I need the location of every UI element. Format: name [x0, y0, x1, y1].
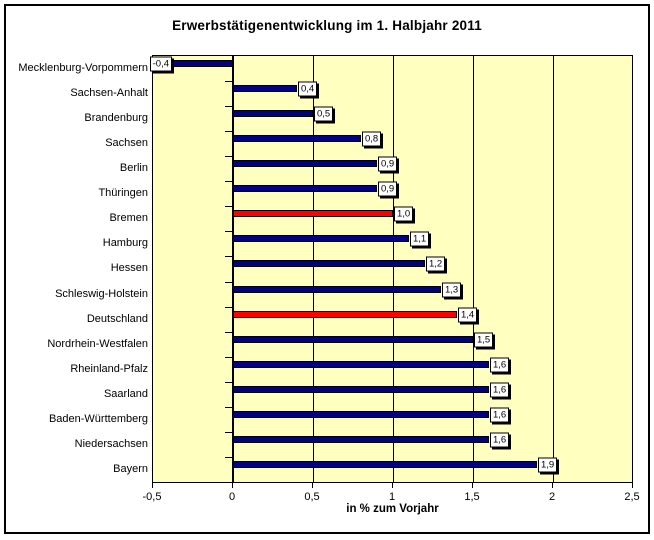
category-tick	[225, 306, 233, 308]
chart-border	[4, 4, 650, 534]
bar-Rheinland-Pfalz	[233, 360, 489, 368]
x-tick-label: 1,5	[464, 491, 480, 503]
category-label: Bremen	[109, 212, 148, 225]
data-label: -0,4	[149, 56, 172, 72]
category-label: Brandenburg	[84, 112, 148, 125]
category-tick	[225, 231, 233, 233]
category-label: Thüringen	[98, 187, 148, 200]
gridline	[472, 56, 474, 482]
bar-Mecklenburg-Vorpommern	[169, 60, 233, 67]
bar-Hessen	[233, 260, 425, 268]
data-label: 1,2	[426, 256, 446, 272]
category-tick	[225, 106, 233, 108]
category-label: Hessen	[110, 262, 148, 275]
data-label: 0,4	[298, 81, 318, 97]
category-tick	[225, 356, 233, 358]
category-label: Rheinland-Pfalz	[70, 362, 148, 375]
data-label: 1,3	[442, 282, 462, 298]
category-tick	[225, 81, 233, 83]
category-tick	[225, 206, 233, 208]
category-label: Baden-Württemberg	[48, 412, 148, 425]
data-label: 1,5	[474, 332, 494, 348]
data-label: 1,0	[394, 206, 414, 222]
gridline	[312, 56, 314, 482]
bar-Thüringen	[233, 185, 377, 193]
x-tick	[312, 482, 313, 488]
category-tick	[225, 131, 233, 133]
data-label: 1,6	[490, 357, 510, 373]
x-tick-label: 2	[548, 491, 556, 503]
x-tick-label: 0,5	[304, 491, 320, 503]
gridline	[552, 56, 554, 482]
chart-title: Erwerbstätigenentwicklung im 1. Halbjahr…	[172, 18, 482, 33]
category-label: Hamburg	[102, 237, 148, 250]
category-tick	[225, 156, 233, 158]
x-tick-label: 2,5	[624, 491, 640, 503]
category-tick	[225, 281, 233, 283]
data-label: 1,9	[538, 457, 558, 473]
bar-Nordrhein-Westfalen	[233, 335, 473, 343]
category-label: Mecklenburg-Vorpommern	[18, 62, 148, 74]
x-tick	[552, 482, 553, 488]
bar-Baden-Württemberg	[233, 410, 489, 418]
data-label: 0,8	[362, 131, 382, 147]
zero-axis-line	[232, 56, 234, 482]
data-label: 0,9	[378, 181, 398, 197]
x-tick	[472, 482, 473, 488]
category-label: Schleswig-Holstein	[55, 287, 148, 300]
category-label: Deutschland	[86, 312, 148, 325]
x-tick	[632, 482, 633, 488]
bar-Schleswig-Holstein	[233, 285, 441, 293]
bar-Sachsen-Anhalt	[233, 85, 297, 93]
category-label: Bayern	[113, 462, 148, 475]
category-label: Niedersachsen	[74, 437, 148, 450]
category-label: Sachsen	[105, 137, 148, 150]
category-tick	[225, 331, 233, 333]
x-tick-label: -0,5	[142, 491, 162, 503]
x-tick	[392, 482, 393, 488]
plot-area: -0,4 0,4 0,5 0,8 0,9 0,9 1,0 1,1 1,2 1,3 1,4 1,5 1,6…	[149, 55, 633, 483]
category-label: Sachsen-Anhalt	[70, 87, 148, 100]
category-tick	[225, 431, 233, 433]
bar-Bremen	[233, 210, 393, 218]
bar-Hamburg	[233, 235, 409, 243]
bar-Niedersachsen	[233, 435, 489, 443]
x-tick-label: 0	[228, 491, 236, 503]
data-label: 1,6	[490, 432, 510, 448]
data-label: 1,6	[490, 382, 510, 398]
category-tick	[225, 181, 233, 183]
data-label: 1,1	[410, 231, 430, 247]
data-label: 1,4	[458, 307, 478, 323]
category-label: Saarland	[103, 387, 148, 400]
gridline	[392, 56, 394, 482]
bar-Deutschland	[233, 310, 457, 318]
bar-Brandenburg	[233, 110, 313, 118]
bar-Saarland	[233, 385, 489, 393]
x-axis: -0,5 0 0,5 1 1,5 2 2,5	[143, 482, 640, 522]
category-tick	[225, 406, 233, 408]
category-tick	[225, 381, 233, 383]
category-tick	[225, 256, 233, 258]
data-label: 1,6	[490, 407, 510, 423]
data-label: 0,5	[314, 106, 334, 122]
x-tick	[232, 482, 233, 488]
category-tick	[225, 456, 233, 458]
x-tick-label: 1	[388, 491, 396, 503]
bar-Sachsen	[233, 135, 361, 143]
category-label: Nordrhein-Westfalen	[47, 337, 148, 350]
bar-Berlin	[233, 160, 377, 168]
category-label: Berlin	[119, 162, 148, 175]
bar-Bayern	[233, 460, 537, 468]
data-label: 0,9	[378, 156, 398, 172]
x-axis-title: in % zum Vorjahr	[346, 503, 439, 515]
x-tick	[152, 482, 153, 488]
